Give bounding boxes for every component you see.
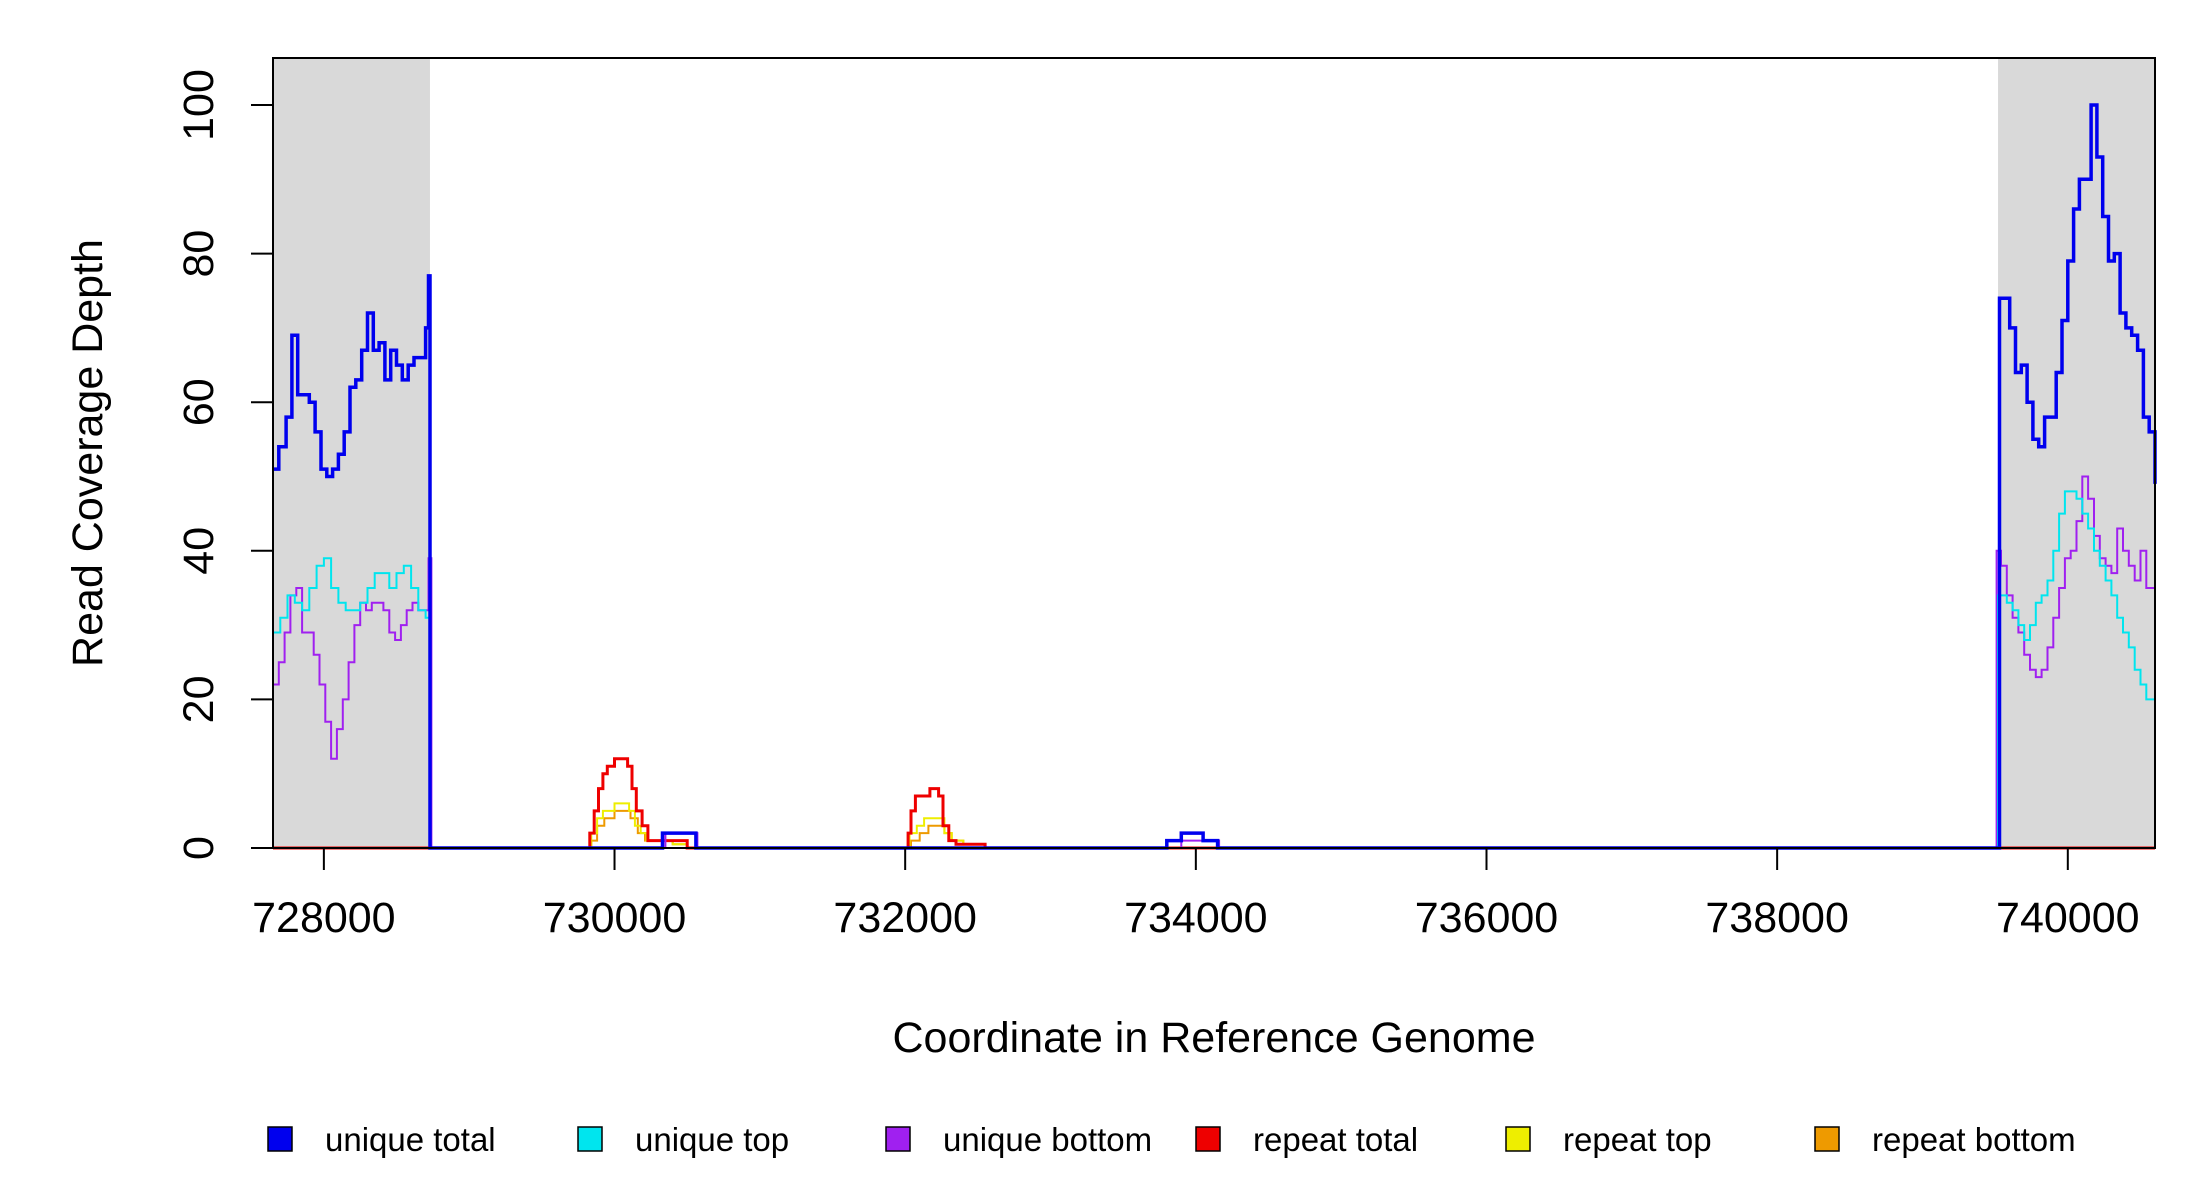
- legend-label: unique top: [635, 1121, 789, 1158]
- legend: unique total unique top unique bottom repea…: [267, 1121, 2076, 1158]
- series-line-unique-top: [273, 490, 2155, 849]
- legend-label: repeat total: [1253, 1121, 1418, 1158]
- shaded-region-0: [273, 58, 430, 848]
- y-tick-label: 40: [175, 527, 223, 575]
- legend-label: unique total: [325, 1121, 496, 1158]
- legend-label: unique bottom: [943, 1121, 1152, 1158]
- x-tick-label: 740000: [1996, 894, 2140, 942]
- series-lines: [273, 103, 2157, 850]
- legend-label: repeat top: [1563, 1121, 1712, 1158]
- legend-item: unique total: [267, 1121, 496, 1158]
- legend-swatch: [885, 1126, 911, 1152]
- legend-swatch: [267, 1126, 293, 1152]
- y-tick-label: 80: [175, 230, 223, 278]
- legend-swatch: [1814, 1126, 1840, 1152]
- x-axis: 728000 730000 732000 734000 736000 738000 7400…: [252, 848, 2140, 942]
- legend-swatch: [1195, 1126, 1221, 1152]
- x-tick-label: 730000: [543, 894, 687, 942]
- legend-swatch: [1505, 1126, 1531, 1152]
- legend-item: repeat total: [1195, 1121, 1418, 1158]
- legend-label: repeat bottom: [1872, 1121, 2076, 1158]
- y-tick-label: 0: [175, 836, 223, 860]
- legend-item: repeat bottom: [1814, 1121, 2076, 1158]
- y-axis-title: Read Coverage Depth: [64, 239, 112, 667]
- y-tick-label: 20: [175, 675, 223, 723]
- y-tick-label: 60: [175, 378, 223, 426]
- shaded-regions: [273, 58, 2155, 848]
- shaded-region-1: [1998, 58, 2155, 848]
- y-axis: 0 20 40 60 80 100: [175, 69, 274, 860]
- y-tick-label: 100: [175, 69, 223, 141]
- legend-item: unique bottom: [885, 1121, 1152, 1158]
- legend-item: unique top: [577, 1121, 789, 1158]
- x-tick-label: 738000: [1705, 894, 1849, 942]
- x-tick-label: 728000: [252, 894, 396, 942]
- x-tick-label: 734000: [1124, 894, 1268, 942]
- series-line-repeat-total: [273, 757, 2155, 850]
- x-axis-title: Coordinate in Reference Genome: [893, 1014, 1536, 1062]
- legend-item: repeat top: [1505, 1121, 1712, 1158]
- x-tick-label: 736000: [1415, 894, 1559, 942]
- x-tick-label: 732000: [833, 894, 977, 942]
- legend-swatch: [577, 1126, 603, 1152]
